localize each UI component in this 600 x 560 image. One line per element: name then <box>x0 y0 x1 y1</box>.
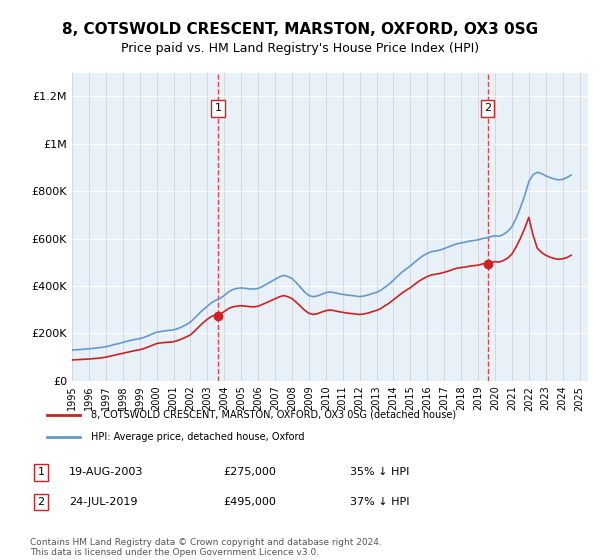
Text: Price paid vs. HM Land Registry's House Price Index (HPI): Price paid vs. HM Land Registry's House … <box>121 42 479 55</box>
Text: 37% ↓ HPI: 37% ↓ HPI <box>350 497 410 507</box>
Text: £275,000: £275,000 <box>223 468 276 478</box>
Text: 8, COTSWOLD CRESCENT, MARSTON, OXFORD, OX3 0SG: 8, COTSWOLD CRESCENT, MARSTON, OXFORD, O… <box>62 22 538 38</box>
Text: HPI: Average price, detached house, Oxford: HPI: Average price, detached house, Oxfo… <box>91 432 304 442</box>
Text: 1: 1 <box>215 104 221 113</box>
Text: £495,000: £495,000 <box>223 497 276 507</box>
Text: 19-AUG-2003: 19-AUG-2003 <box>68 468 143 478</box>
Text: 8, COTSWOLD CRESCENT, MARSTON, OXFORD, OX3 0SG (detached house): 8, COTSWOLD CRESCENT, MARSTON, OXFORD, O… <box>91 409 456 419</box>
Text: 2: 2 <box>484 104 491 113</box>
Text: 24-JUL-2019: 24-JUL-2019 <box>68 497 137 507</box>
Text: 2: 2 <box>37 497 44 507</box>
Text: Contains HM Land Registry data © Crown copyright and database right 2024.
This d: Contains HM Land Registry data © Crown c… <box>30 538 382 557</box>
Text: 35% ↓ HPI: 35% ↓ HPI <box>350 468 410 478</box>
Text: 1: 1 <box>38 468 44 478</box>
